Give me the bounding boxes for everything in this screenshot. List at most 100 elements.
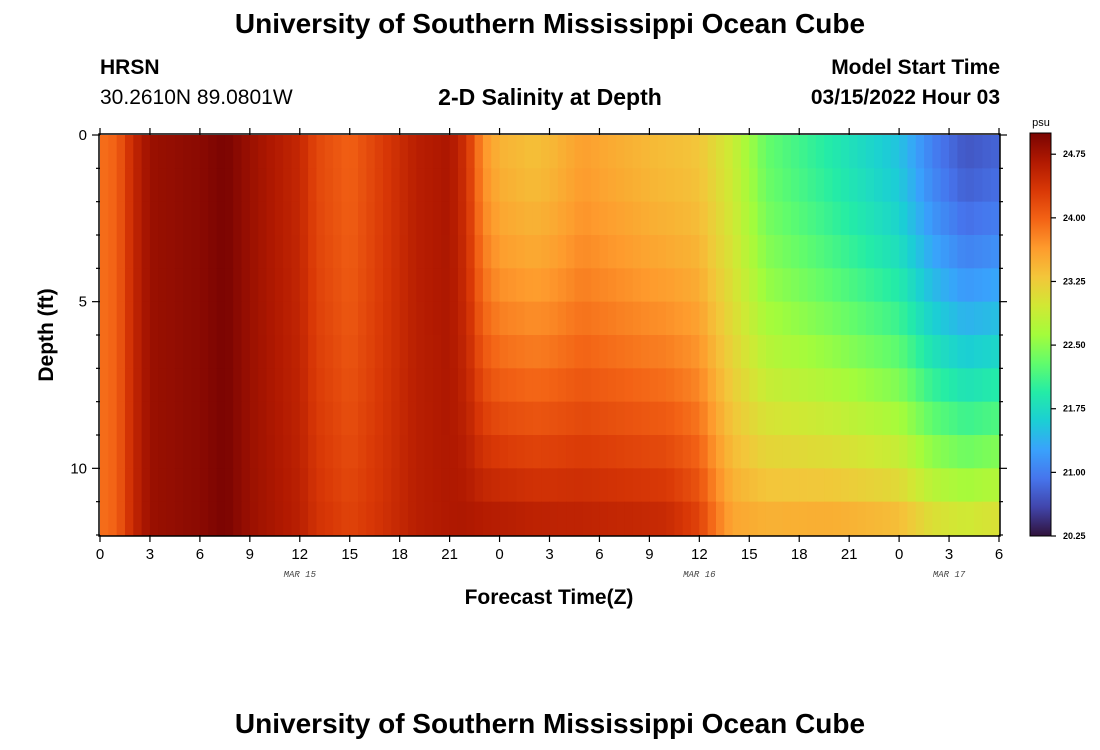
heatmap-cell <box>233 235 243 269</box>
heatmap-cell <box>274 335 284 369</box>
heatmap-cell <box>299 435 309 469</box>
heatmap-cell <box>541 301 551 336</box>
station-coordinates: 30.2610N 89.0801W <box>100 86 293 109</box>
heatmap-cell <box>765 501 775 536</box>
heatmap-cell <box>982 168 992 203</box>
heatmap-cell <box>224 368 234 403</box>
heatmap-cell <box>499 335 509 369</box>
heatmap-cell <box>183 401 193 436</box>
heatmap-cell <box>333 435 342 469</box>
heatmap-cell <box>474 468 484 503</box>
heatmap-cell <box>174 401 184 436</box>
heatmap-cell <box>974 435 983 469</box>
heatmap-cell <box>266 468 276 503</box>
heatmap-cell <box>890 401 900 436</box>
heatmap-cell <box>383 435 392 469</box>
heatmap-cell <box>224 468 234 503</box>
heatmap-cell <box>674 501 684 536</box>
heatmap-cell <box>108 435 118 469</box>
heatmap-cell <box>532 501 542 536</box>
heatmap-cell <box>824 368 834 403</box>
heatmap-cell <box>133 168 143 203</box>
heatmap-cell <box>616 268 626 303</box>
heatmap-cell <box>757 501 767 536</box>
heatmap-cell <box>208 335 218 369</box>
heatmap-cell <box>924 335 933 369</box>
heatmap-cell <box>366 168 376 203</box>
heatmap-cell <box>582 168 592 203</box>
heatmap-cell <box>216 501 226 536</box>
heatmap-cell <box>974 301 983 336</box>
heatmap-cell <box>199 268 209 303</box>
heatmap-cell <box>649 201 659 236</box>
heatmap-cell <box>557 401 567 436</box>
heatmap-cell <box>141 368 151 403</box>
heatmap-cell <box>416 468 426 503</box>
heatmap-cell <box>383 201 392 236</box>
heatmap-cell <box>699 368 709 403</box>
heatmap-cell <box>133 501 143 536</box>
heatmap-cell <box>799 501 809 536</box>
heatmap-cell <box>749 401 759 436</box>
heatmap-cell <box>474 368 484 403</box>
heatmap-cell <box>899 201 909 236</box>
heatmap-cell <box>965 235 975 269</box>
heatmap-cell <box>233 401 243 436</box>
heatmap-cell <box>691 235 700 269</box>
heatmap-cell <box>840 268 850 303</box>
heatmap-cell <box>391 501 401 536</box>
heatmap-cell <box>574 335 584 369</box>
heatmap-cell <box>707 435 717 469</box>
heatmap-cell <box>524 335 534 369</box>
heatmap-cell <box>407 201 417 236</box>
heatmap-cell <box>715 335 725 369</box>
heatmap-cell <box>641 435 650 469</box>
heatmap-cell <box>990 468 1000 503</box>
heatmap-cell <box>940 135 950 169</box>
heatmap-cell <box>549 135 559 169</box>
heatmap-cell <box>274 268 284 303</box>
heatmap-cell <box>549 301 559 336</box>
heatmap-cell <box>457 501 467 536</box>
heatmap-cell <box>566 401 576 436</box>
heatmap-cell <box>782 268 792 303</box>
heatmap-cell <box>632 368 642 403</box>
heatmap-cell <box>790 301 800 336</box>
heatmap-cell <box>166 268 176 303</box>
heatmap-cell <box>949 135 958 169</box>
heatmap-cell <box>691 435 700 469</box>
heatmap-cell <box>882 301 892 336</box>
heatmap-cell <box>990 368 1000 403</box>
heatmap-cell <box>657 201 667 236</box>
heatmap-cell <box>641 368 650 403</box>
heatmap-cell <box>965 335 975 369</box>
heatmap-cell <box>566 168 576 203</box>
heatmap-cell <box>582 201 592 236</box>
heatmap-cell <box>258 368 268 403</box>
heatmap-cell <box>341 368 351 403</box>
heatmap-cell <box>316 135 326 169</box>
heatmap-cell <box>566 501 576 536</box>
heatmap-cell <box>507 501 517 536</box>
heatmap-cell <box>549 235 559 269</box>
heatmap-cell <box>749 435 759 469</box>
heatmap-cell <box>149 201 159 236</box>
heatmap-cell <box>449 268 459 303</box>
heatmap-cell <box>632 301 642 336</box>
heatmap-cell <box>124 401 134 436</box>
heatmap-cell <box>141 468 151 503</box>
heatmap-cell <box>940 468 950 503</box>
heatmap-cell <box>241 335 251 369</box>
heatmap-cell <box>807 401 817 436</box>
heatmap-cell <box>807 235 817 269</box>
heatmap-cell <box>940 301 950 336</box>
heatmap-cell <box>549 368 559 403</box>
heatmap-cell <box>249 435 259 469</box>
heatmap-cell <box>507 435 517 469</box>
heatmap-cell <box>549 401 559 436</box>
heatmap-cell <box>890 368 900 403</box>
heatmap-cell <box>416 368 426 403</box>
heatmap-cell <box>641 168 650 203</box>
heatmap-cell <box>141 135 151 169</box>
heatmap-cell <box>474 501 484 536</box>
